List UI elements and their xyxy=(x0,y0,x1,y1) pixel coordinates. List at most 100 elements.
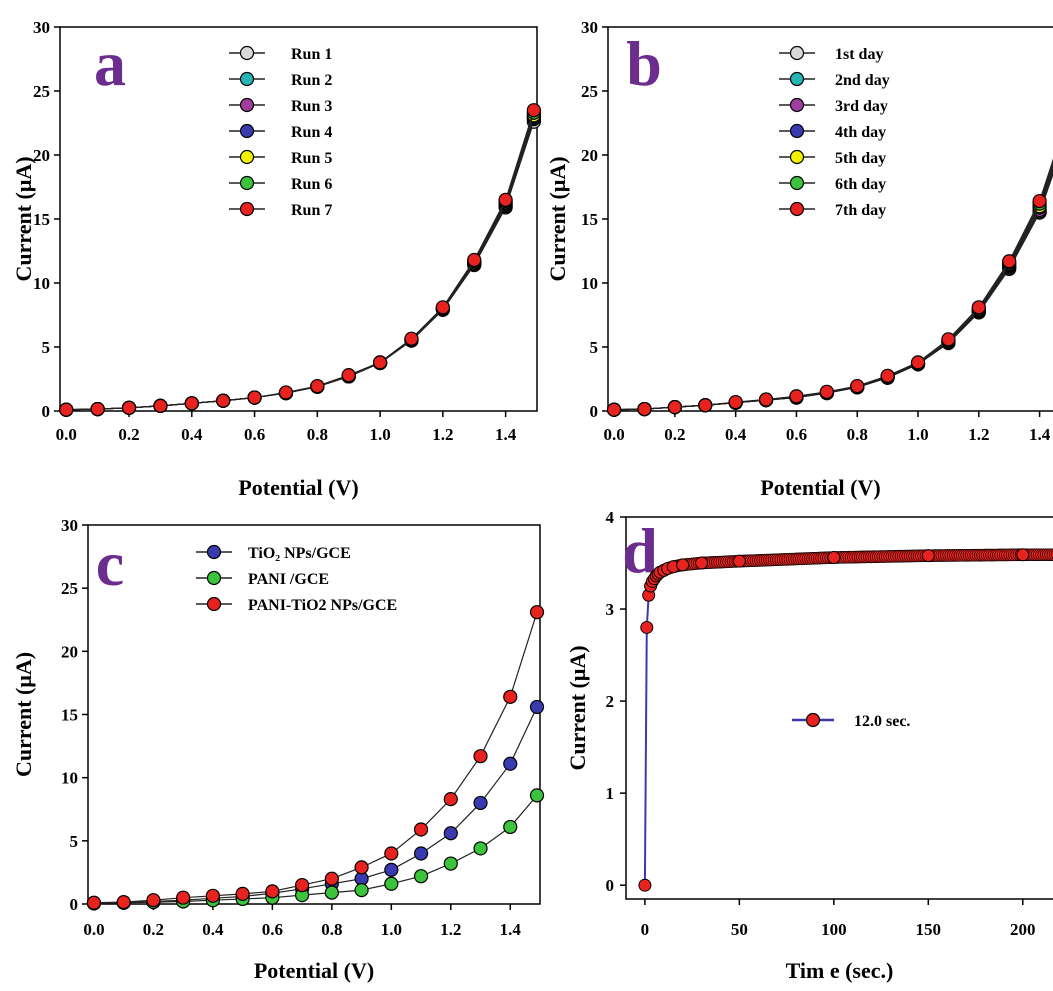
data-point xyxy=(247,390,262,405)
data-point xyxy=(310,378,325,394)
data-point xyxy=(184,396,199,411)
legend: 1st day 2nd day 3rd day 4th day 5th day 6th d… xyxy=(779,45,890,219)
legend-label: Run 2 xyxy=(291,72,332,89)
data-point xyxy=(503,756,518,771)
data-point xyxy=(372,355,388,370)
x-tick-label: 0.0 xyxy=(56,425,77,444)
x-tick-label: 1.2 xyxy=(968,425,989,444)
data-point xyxy=(910,355,926,370)
x-tick-label: 1.2 xyxy=(432,425,453,444)
legend-marker xyxy=(239,175,255,191)
x-tick-label: 1.4 xyxy=(500,920,522,939)
data-point xyxy=(153,398,168,413)
series-group xyxy=(59,103,541,417)
legend-label: 5th day xyxy=(835,150,886,167)
data-point xyxy=(498,192,513,207)
x-tick-label: 0.6 xyxy=(244,425,265,444)
y-tick-label: 10 xyxy=(33,274,50,293)
data-point xyxy=(176,890,191,905)
legend-marker xyxy=(239,71,255,87)
y-tick-label: 5 xyxy=(42,338,51,357)
data-point xyxy=(59,402,74,417)
x-tick-label: 150 xyxy=(916,920,942,939)
data-point xyxy=(1002,254,1017,269)
data-point xyxy=(265,884,280,899)
chart-panel-d: 0 1 2 3 4 0 50 100 150 200 Tim e (sec.) Current (μA… xyxy=(565,508,1053,983)
data-point xyxy=(732,554,746,568)
data-point xyxy=(606,402,622,417)
y-tick-label: 10 xyxy=(581,274,598,293)
data-point xyxy=(324,885,339,900)
legend-marker xyxy=(239,45,255,61)
y-tick-label: 15 xyxy=(61,706,78,725)
x-tick-label: 0.2 xyxy=(118,425,139,444)
y-tick-label: 0 xyxy=(42,402,51,421)
data-point xyxy=(637,401,652,417)
legend-marker xyxy=(206,570,222,586)
data-point xyxy=(529,788,545,803)
x-tick-label: 0.6 xyxy=(786,425,807,444)
y-axis-label: Current (μA) xyxy=(565,645,590,770)
data-point xyxy=(503,689,518,704)
y-axis-label: Current (μA) xyxy=(545,156,570,281)
legend-marker xyxy=(789,149,805,165)
legend-label: Run 5 xyxy=(291,150,332,167)
data-point xyxy=(354,883,369,898)
data-point xyxy=(819,384,834,399)
x-tick-label: 0.4 xyxy=(202,920,224,939)
y-tick-label: 20 xyxy=(581,146,598,165)
data-point xyxy=(529,699,545,715)
legend-marker xyxy=(206,596,222,612)
y-tick-label: 25 xyxy=(581,82,598,101)
x-tick-label: 0.2 xyxy=(143,920,164,939)
data-point xyxy=(971,300,986,315)
legend-marker xyxy=(789,201,805,217)
data-point xyxy=(443,792,458,807)
data-point xyxy=(443,826,458,841)
y-tick-label: 25 xyxy=(61,579,78,598)
data-point xyxy=(850,378,865,394)
legend-marker xyxy=(239,97,255,113)
panel-letter-c: c xyxy=(96,528,124,599)
series-group xyxy=(638,548,1053,892)
y-axis-label: Current (μA) xyxy=(11,652,36,777)
x-tick-label: 1.4 xyxy=(1029,425,1051,444)
legend-label: 6th day xyxy=(835,176,886,193)
legend-label: 2nd day xyxy=(835,72,890,89)
y-tick-label: 15 xyxy=(581,210,598,229)
legend-marker xyxy=(805,712,821,728)
data-point xyxy=(324,871,339,886)
y-tick-label: 2 xyxy=(606,692,615,711)
legend-marker xyxy=(239,201,255,217)
data-point xyxy=(467,252,482,268)
y-tick-label: 5 xyxy=(70,832,79,851)
y-tick-label: 4 xyxy=(606,508,615,527)
panel-letter-a: a xyxy=(94,28,126,99)
x-tick-label: 0.8 xyxy=(847,425,868,444)
legend-label: Run 4 xyxy=(291,124,332,141)
y-tick-label: 30 xyxy=(61,516,78,535)
y-tick-label: 0 xyxy=(70,895,79,914)
x-axis-label: Potential (V) xyxy=(238,475,358,500)
x-tick-label: 1.4 xyxy=(495,425,517,444)
x-tick-label: 0.4 xyxy=(725,425,747,444)
data-point xyxy=(116,895,131,910)
legend: 12.0 sec. xyxy=(792,712,910,730)
plot-frame xyxy=(607,26,1053,412)
data-point xyxy=(789,389,804,404)
data-point xyxy=(235,886,250,901)
legend-label: Run 3 xyxy=(291,98,332,115)
y-tick-label: 3 xyxy=(606,600,615,619)
data-point xyxy=(413,822,429,837)
legend: TiO₂ NPs/GCE PANI /GCE PANI-TiO2 NPs/GCE xyxy=(196,544,397,614)
y-tick-label: 0 xyxy=(606,876,615,895)
data-point xyxy=(278,385,294,400)
series-line-3 xyxy=(614,168,1053,411)
x-axis-label: Tim e (sec.) xyxy=(786,958,894,983)
data-point xyxy=(121,400,137,415)
data-point xyxy=(384,876,399,891)
x-tick-label: 0.8 xyxy=(307,425,328,444)
y-tick-label: 1 xyxy=(606,784,615,803)
legend-marker xyxy=(239,123,255,139)
